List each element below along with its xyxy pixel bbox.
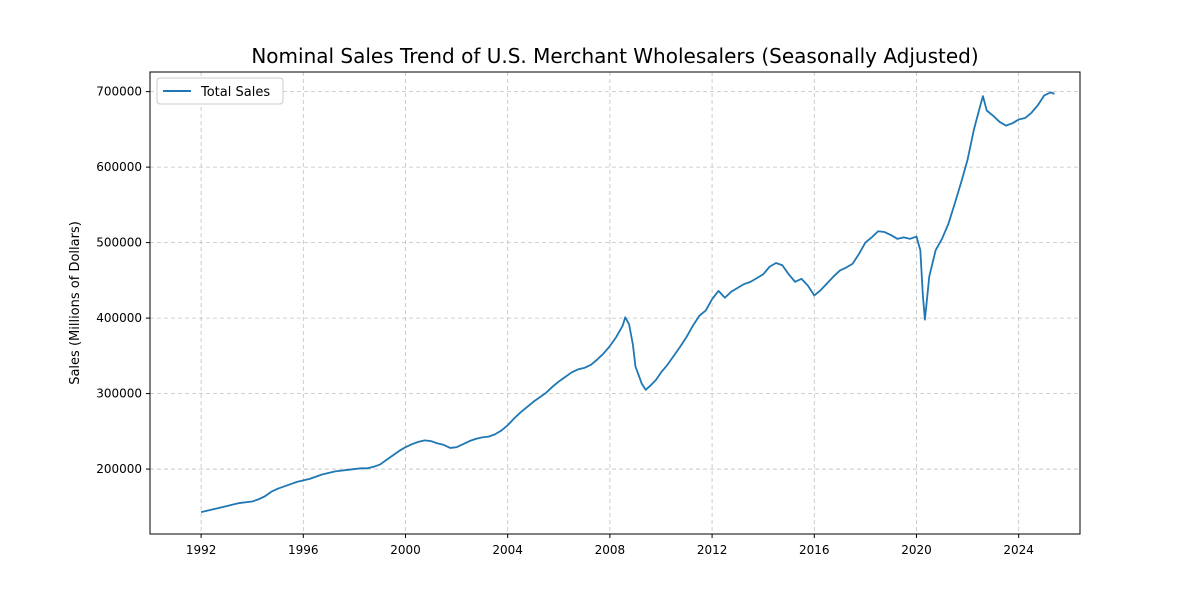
- y-tick-label: 400000: [96, 311, 142, 325]
- y-tick-label: 300000: [96, 387, 142, 401]
- plot-frame: [149, 71, 1081, 535]
- x-tick-label: 2008: [595, 543, 626, 557]
- chart-title: Nominal Sales Trend of U.S. Merchant Who…: [251, 44, 978, 68]
- y-tick-label: 600000: [96, 160, 142, 174]
- x-tick-label: 2020: [901, 543, 932, 557]
- x-tick-label: 1996: [288, 543, 319, 557]
- x-tick-label: 2016: [799, 543, 830, 557]
- x-tick-label: 2004: [492, 543, 523, 557]
- series-line-total-sales: [200, 91, 1055, 513]
- y-tick-label: 700000: [96, 85, 142, 99]
- legend-label-total-sales: Total Sales: [200, 85, 270, 100]
- y-axis-label: Sales (Millions of Dollars): [68, 221, 83, 385]
- y-tick-label: 500000: [96, 236, 142, 250]
- legend: Total Sales: [156, 77, 284, 105]
- x-tick-label: 1992: [186, 543, 217, 557]
- x-tick-label: 2012: [697, 543, 728, 557]
- legend-box: [156, 77, 284, 105]
- y-tick-label: 200000: [96, 462, 142, 476]
- x-tick-label: 2024: [1003, 543, 1034, 557]
- x-tick-label: 2000: [390, 543, 421, 557]
